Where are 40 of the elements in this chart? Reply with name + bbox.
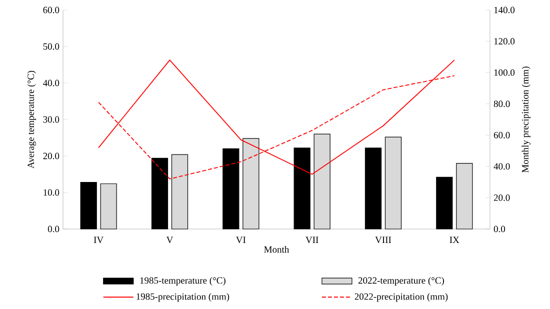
y-tick-label: 0.0	[48, 226, 60, 232]
bar	[384, 136, 402, 230]
bar	[80, 182, 97, 230]
bar	[242, 138, 260, 230]
y2-tick-label: 100.0	[494, 69, 515, 76]
legend-label: 2022-temperature (°C)	[358, 277, 444, 286]
y2-tick-label: 20.0	[494, 194, 510, 201]
x-tick-label: V	[166, 236, 174, 244]
x-tick-label: VII	[306, 236, 318, 244]
legend-label: 2022-precipitation (mm)	[354, 293, 448, 302]
x-tick-label: VI	[236, 236, 246, 244]
y-tick-label: 40.0	[43, 80, 60, 86]
bar	[436, 176, 453, 230]
x-axis-title: Month	[264, 246, 290, 253]
y2-tick-label: 60.0	[494, 132, 510, 138]
bar	[171, 154, 188, 230]
y-tick-label: 60.0	[43, 6, 60, 14]
x-tick-label: VIII	[375, 236, 392, 244]
legend-label: 1985-temperature (°C)	[140, 277, 226, 286]
y-tick-label: 30.0	[43, 116, 60, 123]
x-tick-label: IX	[450, 236, 460, 244]
y2-tick-label: 140.0	[494, 6, 515, 14]
y2-tick-label: 40.0	[494, 163, 510, 170]
y-tick-label: 10.0	[44, 189, 60, 196]
bar	[151, 158, 168, 230]
legend-label: 1985-precipitation (mm)	[136, 293, 230, 302]
y-tick-label: 50.0	[43, 43, 60, 50]
y2-tick-label: 80.0	[494, 100, 510, 108]
bar	[294, 148, 310, 230]
bar	[222, 148, 240, 230]
bar	[456, 163, 473, 230]
y2-axis-title: Monthly precipitation (mm)	[522, 66, 530, 173]
y2-tick-label: 120.0	[494, 38, 515, 45]
y-axis-title: Average temperature (°C)	[27, 70, 36, 168]
bar	[364, 148, 382, 230]
bar	[100, 183, 117, 230]
y2-tick-label: 0.0	[494, 226, 506, 232]
bar	[314, 134, 330, 230]
y-tick-label: 20.0	[43, 152, 60, 160]
x-tick-label: IV	[94, 236, 104, 244]
